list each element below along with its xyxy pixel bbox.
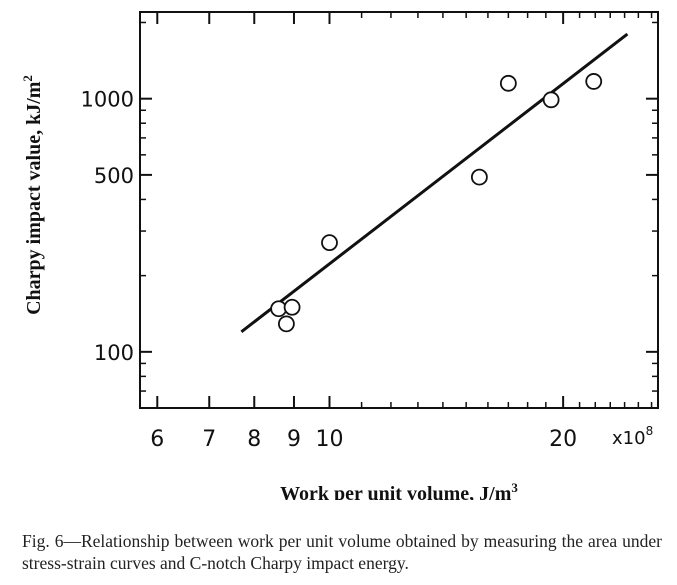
data-point: [321, 234, 338, 252]
fit-line: [240, 32, 629, 333]
x-tick-label: 7: [202, 427, 216, 452]
plot-frame: [139, 11, 659, 409]
y-tick-label: 100: [94, 341, 134, 365]
x-tick-label: 9: [287, 427, 301, 452]
y-tick-label: 500: [94, 164, 134, 188]
data-point: [283, 298, 301, 316]
figure-caption: Fig. 6—Relationship between work per uni…: [22, 531, 662, 573]
x-axis-label: Work per unit volume, J/m3: [280, 480, 518, 500]
tick-marks: [140, 12, 658, 408]
chart: 6 7 8 9 10 20 100 500 1000 x108 Work per unit v…: [20, 11, 659, 500]
x-tick-labels: 6 7 8 9 10 20: [150, 427, 577, 452]
x-tick-label: 6: [150, 427, 164, 452]
y-tick-labels: 100 500 1000: [81, 88, 134, 365]
y-axis-label: Charpy impact value, kJ/m2: [20, 75, 45, 315]
fit-line-group: [240, 32, 629, 333]
data-point: [470, 168, 488, 186]
data-point: [499, 74, 517, 92]
data-point: [277, 315, 295, 333]
x-tick-label: 8: [247, 427, 261, 452]
x-tick-label: 20: [549, 427, 577, 452]
x-tick-label: 10: [315, 427, 343, 452]
data-point: [542, 91, 560, 109]
data-point: [585, 73, 603, 90]
data-points: [270, 73, 603, 333]
y-tick-label: 1000: [81, 88, 134, 112]
x-multiplier: x108: [612, 424, 653, 449]
